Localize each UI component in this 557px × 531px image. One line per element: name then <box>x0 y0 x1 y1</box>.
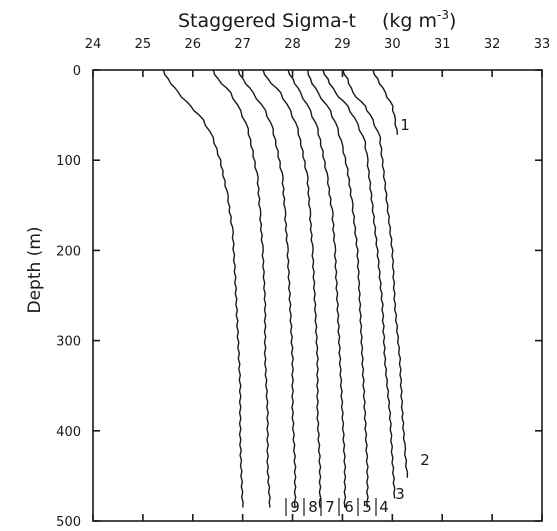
x-tick-label: 26 <box>185 37 202 52</box>
x-tick-label: 30 <box>384 37 401 52</box>
y-tick-label: 300 <box>56 335 81 350</box>
series-label-6: 6 <box>344 498 354 516</box>
series-line-8 <box>212 69 271 508</box>
series-label-5: 5 <box>362 498 372 516</box>
x-tick-label: 27 <box>234 37 251 52</box>
y-tick-label: 0 <box>73 64 81 79</box>
series-line-5 <box>287 69 347 508</box>
series-label-1: 1 <box>400 116 410 134</box>
x-tick-label: 33 <box>534 37 551 52</box>
series-line-6 <box>262 69 322 508</box>
x-tick-label: 31 <box>434 37 451 52</box>
series-label-7: 7 <box>325 498 335 516</box>
series-label-4: 4 <box>379 498 389 516</box>
series-line-1 <box>372 69 398 135</box>
series-line-7 <box>237 69 297 508</box>
x-tick-label: 32 <box>484 37 501 52</box>
y-axis-title: Depth (m) <box>25 226 45 313</box>
y-tick-label: 100 <box>56 154 81 169</box>
x-tick-label: 25 <box>135 37 152 52</box>
x-tick-label: 28 <box>284 37 301 52</box>
plot-frame <box>92 69 543 522</box>
series-line-4 <box>307 69 369 508</box>
y-tick-label: 500 <box>56 515 81 530</box>
series-line-2 <box>342 69 409 478</box>
x-axis-label: Staggered Sigma-t <box>178 10 356 32</box>
series-line-9 <box>162 69 244 508</box>
series-label-8: 8 <box>308 498 318 516</box>
x-tick-label: 29 <box>334 37 351 52</box>
x-axis-unit-close: ) <box>449 10 456 32</box>
y-tick-label: 200 <box>56 244 81 259</box>
y-tick-label: 400 <box>56 425 81 440</box>
series-label-9: 9 <box>290 498 300 516</box>
series-label-3: 3 <box>395 485 405 503</box>
x-tick-label: 24 <box>85 37 102 52</box>
data-curves <box>162 69 409 508</box>
series-label-2: 2 <box>420 451 430 469</box>
series-line-3 <box>322 69 396 499</box>
x-axis-unit: (kg m <box>382 10 437 32</box>
x-axis-title: Staggered Sigma-t (kg m-3) <box>178 8 456 32</box>
x-axis-unit-exponent: -3 <box>437 8 449 22</box>
